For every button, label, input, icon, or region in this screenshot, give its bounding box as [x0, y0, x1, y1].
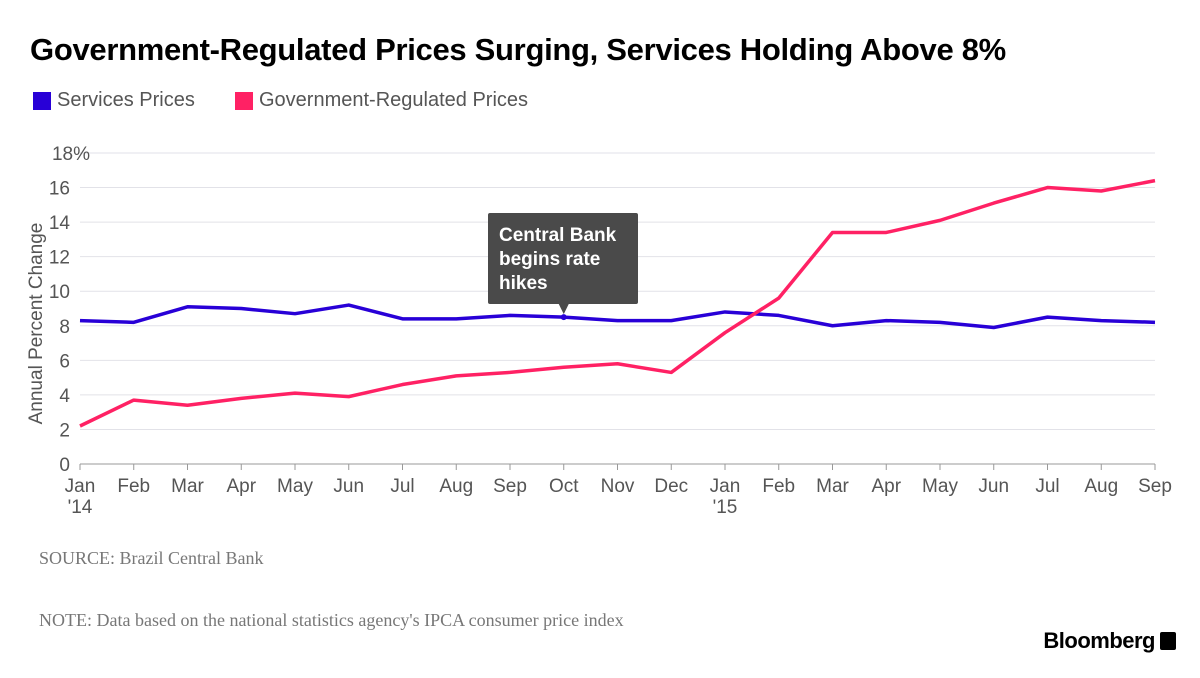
- annotation-point: [560, 314, 567, 321]
- x-tick-label: Nov: [601, 476, 635, 497]
- x-year-label: '14: [68, 497, 93, 518]
- x-tick-label: Jul: [390, 476, 414, 497]
- annotation-text: hikes: [499, 273, 548, 294]
- x-tick-label: May: [922, 476, 958, 497]
- chart-title: Government-Regulated Prices Surging, Ser…: [30, 32, 1006, 67]
- y-tick-label: 6: [59, 351, 70, 372]
- legend-label: Government-Regulated Prices: [259, 89, 529, 111]
- chart-icon: [1160, 632, 1176, 650]
- series-line-0: [79, 303, 1156, 330]
- y-tick-label: 8: [59, 317, 70, 338]
- x-tick-label: Jun: [333, 476, 364, 497]
- x-tick-label: Feb: [762, 476, 795, 497]
- bloomberg-logo: Bloomberg: [1043, 628, 1176, 654]
- x-tick-label: Sep: [493, 476, 527, 497]
- legend-item-services: Services Prices: [33, 89, 195, 112]
- y-tick-label: 10: [49, 282, 70, 303]
- x-tick-label: Feb: [117, 476, 150, 497]
- x-tick-label: Apr: [871, 476, 901, 497]
- y-tick-label: 4: [59, 386, 70, 407]
- series-line-1: [79, 178, 1156, 428]
- y-tick-label: 0: [59, 455, 70, 476]
- legend-label: Services Prices: [57, 89, 195, 111]
- x-year-label: '15: [713, 497, 738, 518]
- annotation-box: [488, 213, 638, 304]
- legend-swatch-services: [33, 91, 51, 110]
- x-tick-label: Jan: [710, 476, 741, 497]
- x-tick-label: Sep: [1138, 476, 1172, 497]
- annotation-text: begins rate: [499, 249, 600, 270]
- y-tick-label: 18%: [52, 144, 90, 165]
- legend-swatch-regulated: [235, 91, 253, 110]
- x-tick-label: Apr: [226, 476, 256, 497]
- x-tick-label: Jan: [65, 476, 96, 497]
- source-note: SOURCE: Brazil Central Bank: [39, 548, 264, 568]
- annotation-pointer: [558, 304, 569, 315]
- y-axis-label: Annual Percent Change: [26, 223, 47, 425]
- x-tick-label: Aug: [439, 476, 473, 497]
- x-tick-label: Jun: [978, 476, 1009, 497]
- x-tick-label: May: [277, 476, 313, 497]
- x-tick-label: Jul: [1035, 476, 1059, 497]
- x-tick-label: Mar: [816, 476, 849, 497]
- y-tick-label: 14: [49, 213, 71, 234]
- legend-item-regulated: Government-Regulated Prices: [235, 89, 528, 112]
- annotation-text: Central Bank: [499, 225, 617, 246]
- y-tick-label: 12: [49, 248, 70, 269]
- x-tick-label: Aug: [1084, 476, 1118, 497]
- y-tick-label: 16: [49, 179, 70, 200]
- x-tick-label: Oct: [549, 476, 579, 497]
- brand-text: Bloomberg: [1043, 628, 1155, 653]
- y-tick-label: 2: [59, 420, 70, 441]
- footnote: NOTE: Data based on the national statist…: [39, 610, 624, 630]
- x-tick-label: Dec: [654, 476, 688, 497]
- x-tick-label: Mar: [171, 476, 204, 497]
